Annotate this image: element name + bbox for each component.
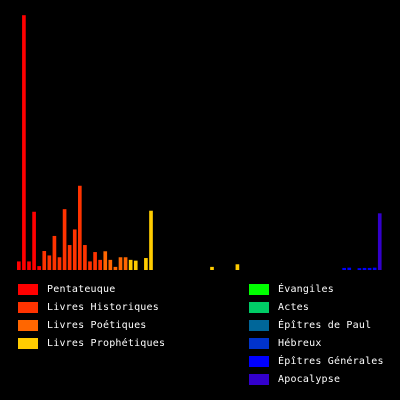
bar: [357, 268, 362, 270]
legend-swatch: [249, 355, 269, 367]
bar: [27, 261, 31, 270]
bar: [93, 252, 97, 270]
legend-item-hebreux: Hébreux: [249, 334, 384, 352]
bar: [98, 259, 102, 270]
bar: [52, 235, 57, 270]
bar: [118, 257, 123, 270]
bar: [103, 251, 108, 270]
bar: [22, 15, 26, 271]
bar: [62, 209, 67, 270]
bar: [88, 261, 92, 270]
bar: [37, 266, 41, 270]
legend-item-epitres-de-paul: Épîtres de Paul: [249, 316, 384, 334]
legend-right: Évangiles Actes Épîtres de Paul Hébreux …: [249, 280, 384, 388]
legend-label: Livres Prophétiques: [47, 337, 166, 349]
legend-label: Épîtres Générales: [278, 355, 384, 367]
bar: [78, 185, 82, 270]
bar: [235, 264, 240, 270]
bar: [123, 257, 128, 270]
legend-swatch: [249, 337, 269, 349]
legend-label: Épîtres de Paul: [278, 319, 372, 331]
bar: [32, 211, 36, 270]
bar: [362, 267, 367, 270]
bar: [42, 251, 47, 270]
legend-item-livres-historiques: Livres Historiques: [18, 298, 165, 316]
bar: [72, 229, 77, 270]
bar: [133, 260, 138, 270]
bar: [108, 259, 113, 270]
legend-swatch: [18, 337, 38, 349]
bar: [144, 258, 148, 270]
legend-label: Apocalypse: [278, 373, 341, 385]
legend-item-epitres-generales: Épîtres Générales: [249, 352, 384, 370]
bar: [149, 210, 153, 270]
legend-item-evangiles: Évangiles: [249, 280, 384, 298]
bar: [67, 245, 72, 270]
legend-item-pentateuque: Pentateuque: [18, 280, 165, 298]
legend-item-livres-poetiques: Livres Poétiques: [18, 316, 165, 334]
legend-item-actes: Actes: [249, 298, 384, 316]
legend-label: Livres Historiques: [47, 301, 159, 313]
legend-swatch: [249, 301, 269, 313]
bar: [367, 267, 372, 270]
plot-area: [17, 15, 382, 271]
bar: [17, 261, 21, 270]
legend-swatch: [249, 373, 269, 385]
legend-item-livres-prophetiques: Livres Prophétiques: [18, 334, 165, 352]
legend-swatch: [18, 283, 38, 295]
legend-swatch: [249, 283, 269, 295]
bar: [210, 266, 214, 270]
legend-label: Hébreux: [278, 337, 322, 349]
legend-label: Pentateuque: [47, 283, 116, 295]
bar: [377, 213, 382, 270]
bar: [83, 245, 87, 270]
bar: [113, 266, 118, 270]
bar: [47, 255, 52, 270]
bar: [347, 267, 352, 270]
legend-swatch: [18, 319, 38, 331]
bar: [57, 257, 62, 270]
bar: [128, 259, 133, 270]
legend-swatch: [18, 301, 38, 313]
legend-label: Livres Poétiques: [47, 319, 147, 331]
legend-label: Actes: [278, 301, 310, 313]
legend-left: Pentateuque Livres Historiques Livres Po…: [18, 280, 165, 352]
legend-swatch: [249, 319, 269, 331]
legend-label: Évangiles: [278, 283, 334, 295]
legend-item-apocalypse: Apocalypse: [249, 370, 384, 388]
bar: [372, 267, 377, 270]
bar: [342, 267, 346, 270]
